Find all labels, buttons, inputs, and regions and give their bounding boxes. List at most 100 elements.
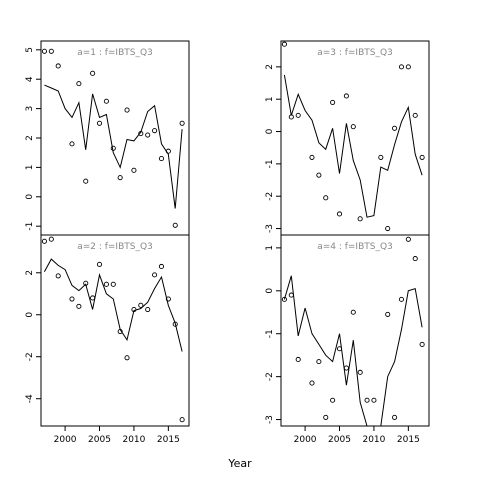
data-point bbox=[419, 341, 425, 347]
x-tick-label: 2005 bbox=[328, 435, 351, 445]
fitted-line bbox=[44, 84, 183, 209]
data-point bbox=[83, 280, 89, 286]
data-point bbox=[138, 302, 144, 308]
data-point bbox=[385, 311, 391, 317]
data-point bbox=[385, 225, 391, 232]
y-tick-label: -1 bbox=[265, 159, 275, 168]
fitted-line bbox=[283, 74, 423, 218]
fitted-line bbox=[283, 275, 423, 426]
data-point bbox=[398, 296, 405, 302]
data-point bbox=[412, 112, 418, 118]
data-point bbox=[96, 120, 103, 126]
y-tick-label: 2 bbox=[265, 64, 275, 70]
y-tick-label: -4 bbox=[25, 394, 35, 403]
y-tick-label: 1 bbox=[25, 165, 35, 171]
data-point bbox=[48, 236, 54, 242]
data-point bbox=[48, 48, 54, 54]
y-tick-label: 0 bbox=[265, 288, 275, 294]
panel-3: a=2 : f=IBTS_Q3 -4 -2 0 2 2000 2005 2010 2015 bbox=[25, 234, 190, 445]
data-point bbox=[117, 328, 123, 335]
data-point bbox=[364, 397, 370, 403]
plot-area bbox=[281, 41, 425, 232]
panel-title: a=2 : f=IBTS_Q3 bbox=[77, 242, 153, 252]
data-point bbox=[152, 272, 158, 278]
data-point bbox=[323, 414, 329, 420]
y-tick-label: -2 bbox=[265, 192, 275, 201]
data-point bbox=[55, 63, 61, 69]
panel-title: a=3 : f=IBTS_Q3 bbox=[317, 48, 393, 58]
data-point bbox=[323, 195, 329, 201]
data-point bbox=[316, 359, 322, 365]
data-point bbox=[392, 414, 398, 420]
y-tick-label: 2 bbox=[25, 270, 35, 276]
plot-area bbox=[281, 236, 425, 426]
y-tick-label: 1 bbox=[265, 245, 275, 251]
data-point bbox=[110, 281, 116, 287]
x-tick-label: 2015 bbox=[397, 435, 420, 445]
data-point bbox=[343, 365, 349, 371]
data-point bbox=[316, 172, 322, 178]
data-point bbox=[172, 321, 178, 327]
y-tick-label: -2 bbox=[265, 372, 275, 381]
y-tick-label: 5 bbox=[25, 47, 35, 53]
data-point bbox=[357, 216, 363, 222]
y-tick-label: -2 bbox=[25, 352, 35, 361]
data-point bbox=[131, 167, 137, 173]
data-point bbox=[179, 120, 185, 126]
plot-frame bbox=[40, 40, 190, 236]
data-point bbox=[357, 369, 363, 375]
data-point bbox=[179, 417, 185, 423]
data-point bbox=[138, 131, 144, 137]
data-point bbox=[371, 397, 377, 403]
data-point bbox=[405, 236, 411, 242]
data-point bbox=[288, 292, 294, 298]
data-point bbox=[288, 114, 294, 120]
data-point bbox=[330, 397, 336, 403]
plot-area bbox=[41, 236, 185, 423]
x-tick-label: 2005 bbox=[88, 435, 111, 445]
data-point bbox=[41, 238, 47, 244]
data-point bbox=[295, 356, 301, 363]
data-point bbox=[41, 48, 47, 54]
panel-title: a=4 : f=IBTS_Q3 bbox=[317, 242, 393, 252]
fitted-line bbox=[43, 258, 183, 352]
y-tick-label: 3 bbox=[25, 106, 35, 112]
data-point bbox=[336, 211, 343, 217]
y-tick-label: 1 bbox=[265, 96, 275, 102]
x-tick-label: 2000 bbox=[54, 435, 77, 445]
x-tick-label: 2010 bbox=[362, 435, 385, 445]
data-point bbox=[124, 107, 130, 113]
data-point bbox=[131, 306, 137, 313]
panel-4: a=4 : f=IBTS_Q3 -3 -2 -1 0 1 2000 2005 2010 2015 bbox=[265, 234, 430, 445]
data-point bbox=[281, 41, 287, 47]
data-point bbox=[76, 81, 82, 87]
data-point bbox=[330, 99, 336, 105]
panel-1: a=1 : f=IBTS_Q3 -1 0 1 2 3 4 5 bbox=[25, 40, 190, 236]
data-point bbox=[83, 178, 89, 184]
y-tick-label: 4 bbox=[25, 76, 35, 82]
data-point bbox=[343, 93, 349, 99]
data-point bbox=[378, 154, 384, 160]
data-point bbox=[96, 261, 103, 267]
data-point bbox=[152, 128, 158, 134]
data-point bbox=[69, 296, 75, 302]
data-point bbox=[124, 355, 130, 361]
data-point bbox=[392, 125, 398, 131]
plot-frame bbox=[40, 234, 190, 427]
y-tick-label: 0 bbox=[265, 128, 275, 134]
data-point bbox=[55, 273, 61, 279]
data-point bbox=[158, 263, 165, 270]
data-point bbox=[350, 309, 356, 315]
data-point bbox=[103, 281, 109, 287]
y-tick-label: -3 bbox=[265, 415, 275, 424]
data-point bbox=[398, 64, 405, 70]
data-point bbox=[76, 303, 82, 309]
data-point bbox=[412, 256, 418, 262]
data-point bbox=[172, 222, 178, 228]
y-tick-label: 0 bbox=[25, 194, 35, 200]
plot-frame bbox=[280, 234, 430, 427]
data-point bbox=[309, 380, 315, 386]
data-point bbox=[145, 132, 151, 138]
y-tick-label: 2 bbox=[25, 135, 35, 141]
